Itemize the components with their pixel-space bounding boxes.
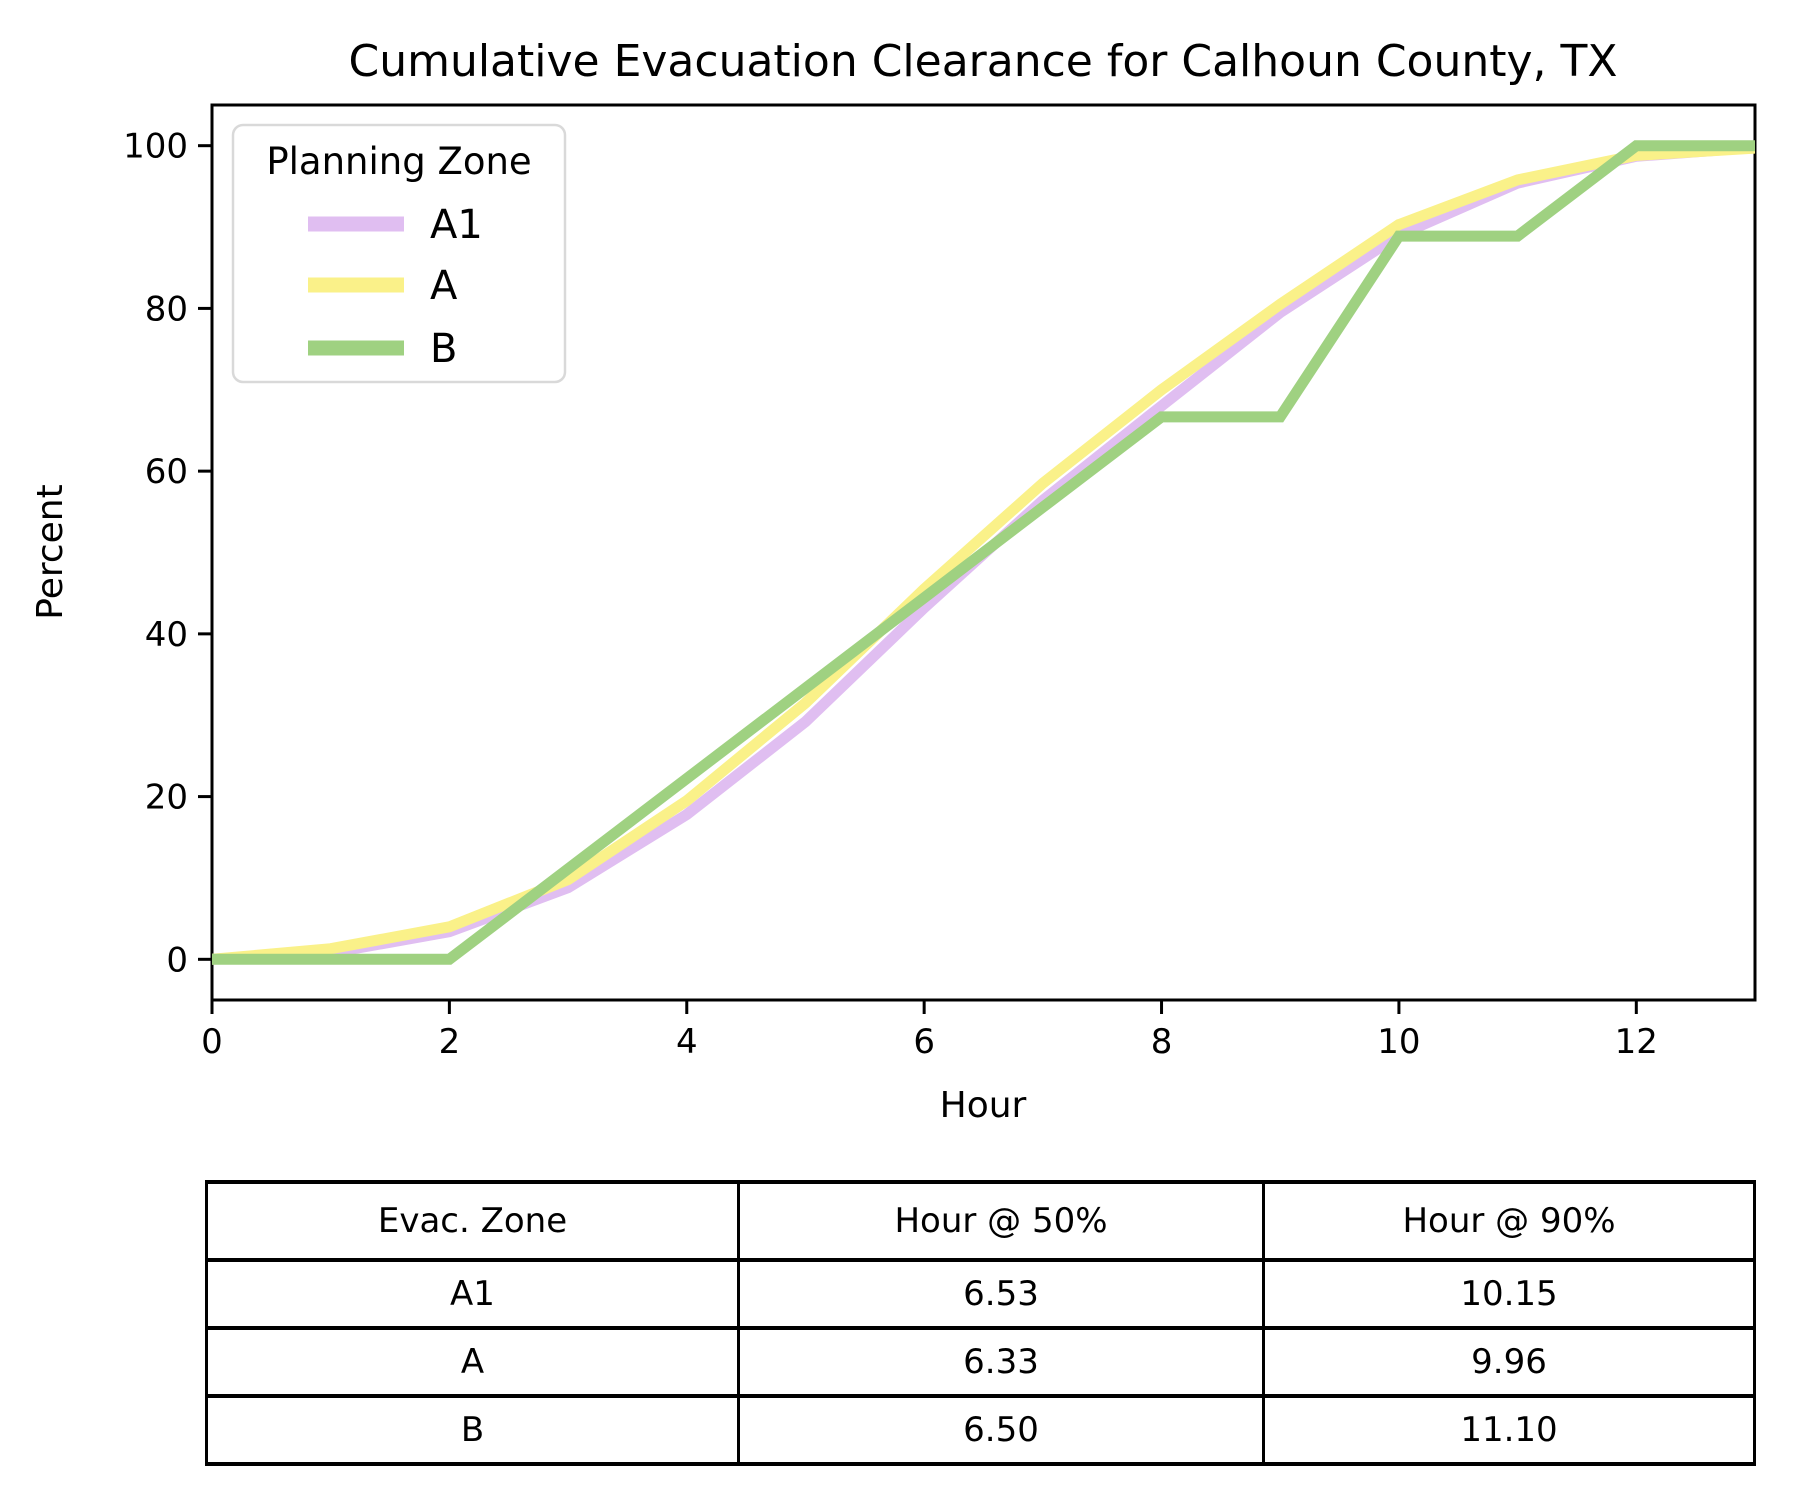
zone-cell: A <box>205 1326 740 1398</box>
legend-label-B: B <box>430 326 457 372</box>
col-header-hour-90: Hour @ 90% <box>1262 1180 1756 1262</box>
hour-50-cell: 6.53 <box>737 1258 1265 1330</box>
chart-title: Cumulative Evacuation Clearance for Calh… <box>348 36 1617 87</box>
zone-cell: A1 <box>205 1258 740 1330</box>
series-lines <box>212 140 1755 965</box>
y-axis-ticks: 0 20 40 60 80 100 <box>123 127 212 980</box>
y-tick-label: 0 <box>166 940 188 980</box>
hour-50-cell: 6.33 <box>737 1326 1265 1398</box>
table-row: A1 6.53 10.15 <box>205 1258 1756 1330</box>
legend-swatch-A1 <box>308 216 404 232</box>
legend-label-A: A <box>430 263 458 309</box>
legend-entries: A1 AB <box>308 202 483 372</box>
x-tick-label: 4 <box>676 1022 698 1062</box>
hour-90-cell: 11.10 <box>1262 1394 1756 1466</box>
x-axis-ticks: 0 2 4 6 8 10 12 <box>201 1000 1658 1062</box>
legend-label-A1: A1 <box>430 202 483 248</box>
col-header-evac-zone: Evac. Zone <box>205 1180 740 1262</box>
zone-cell: B <box>205 1394 740 1466</box>
x-tick-label: 8 <box>1151 1022 1173 1062</box>
x-tick-label: 2 <box>439 1022 461 1062</box>
x-tick-label: 12 <box>1615 1022 1658 1062</box>
table-header-row: Evac. Zone Hour @ 50% Hour @ 90% <box>205 1180 1756 1262</box>
evacuation-clearance-chart: Cumulative Evacuation Clearance for Calh… <box>30 36 1757 1126</box>
table-row: A 6.33 9.96 <box>205 1326 1756 1398</box>
legend-title: Planning Zone <box>266 140 531 183</box>
hour-90-cell: 10.15 <box>1262 1258 1756 1330</box>
hour-50-cell: 6.50 <box>737 1394 1265 1466</box>
x-tick-label: 10 <box>1377 1022 1420 1062</box>
y-axis-label: Percent <box>30 484 71 619</box>
col-header-hour-50: Hour @ 50% <box>737 1180 1265 1262</box>
plot-frame <box>210 103 1757 1002</box>
x-tick-label: 6 <box>913 1022 935 1062</box>
legend-box <box>231 123 567 384</box>
x-axis-label: Hour <box>940 1085 1027 1126</box>
legend: Planning Zone A1 AB <box>231 123 567 384</box>
line-A <box>212 142 1755 965</box>
y-tick-label: 80 <box>145 289 188 329</box>
legend-swatch-B <box>308 340 404 356</box>
hour-90-cell: 9.96 <box>1262 1326 1756 1398</box>
clearance-time-table: Evac. Zone Hour @ 50% Hour @ 90% A1 6.53 1… <box>205 1180 1756 1466</box>
y-tick-label: 100 <box>123 127 188 167</box>
y-tick-label: 40 <box>145 615 188 655</box>
line-B <box>212 140 1755 965</box>
y-tick-label: 20 <box>145 778 188 818</box>
table-row: B 6.50 11.10 <box>205 1394 1756 1466</box>
x-tick-label: 0 <box>201 1022 223 1062</box>
legend-swatch-A <box>308 277 404 293</box>
y-tick-label: 60 <box>145 452 188 492</box>
